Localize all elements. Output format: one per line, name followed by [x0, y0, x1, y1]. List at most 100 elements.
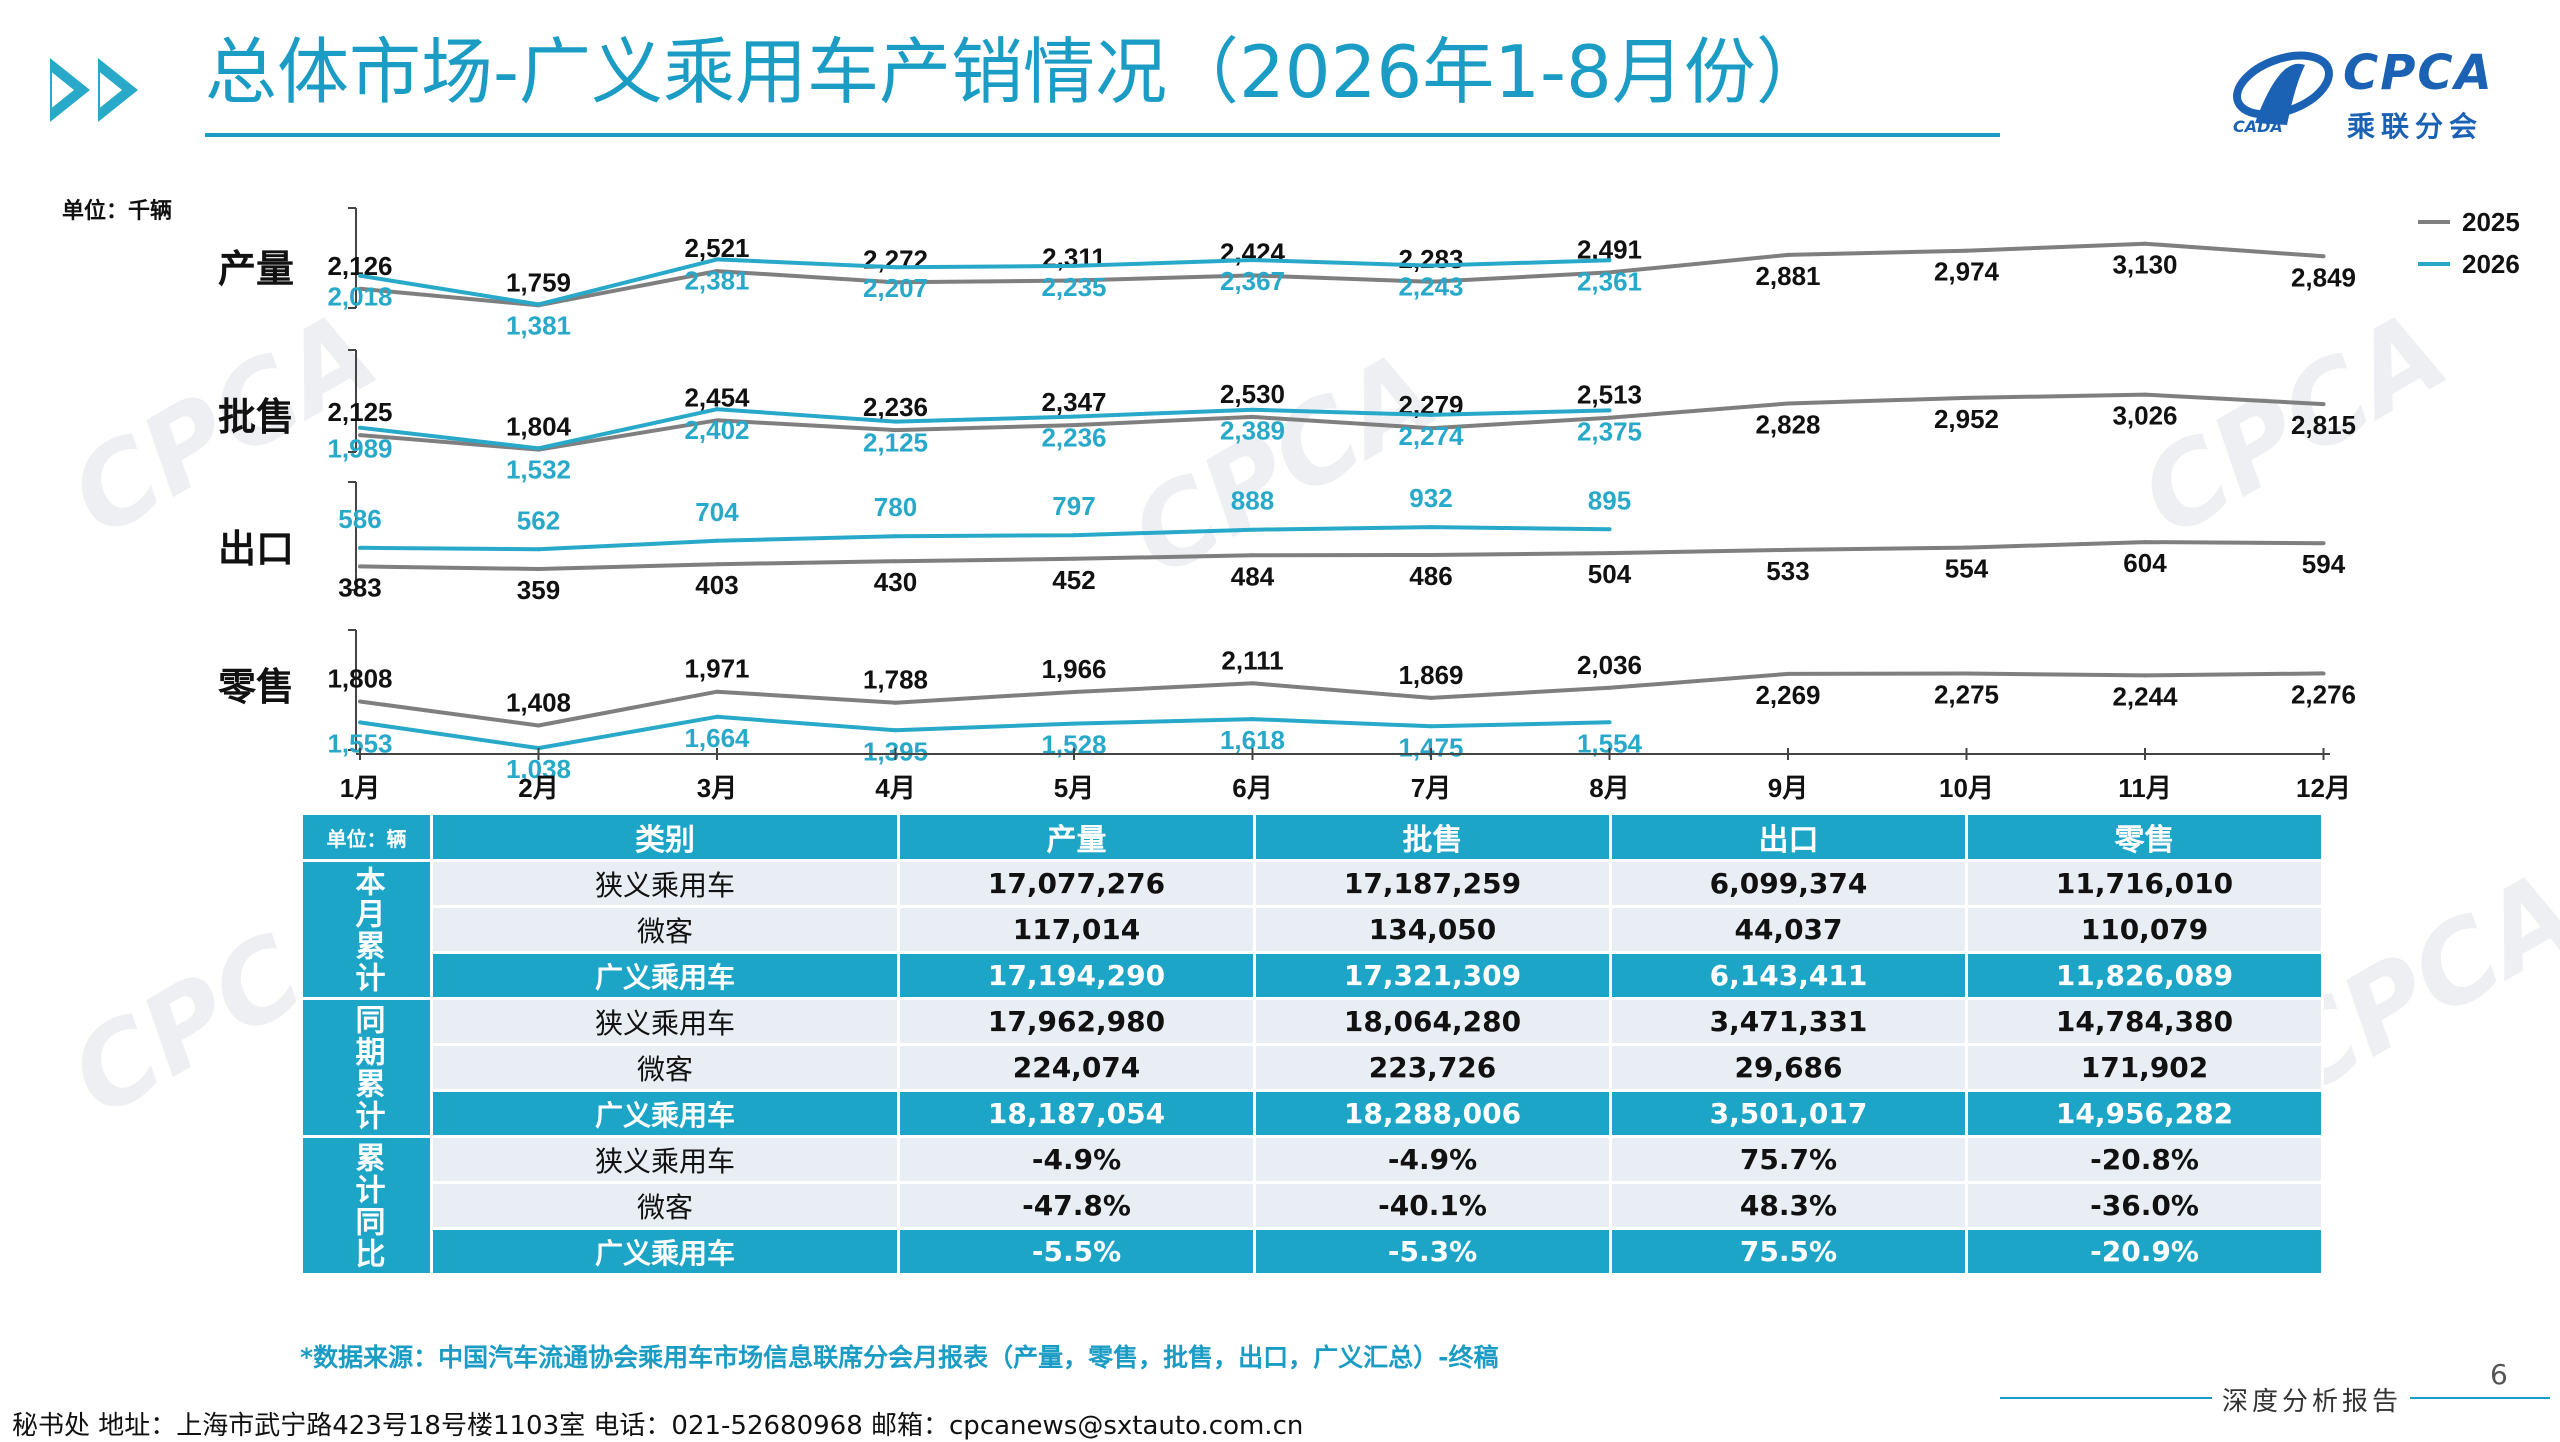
table-cell: 3,501,017 [1609, 1089, 1968, 1138]
data-point [1072, 278, 1076, 283]
page-title: 总体市场-广义乘用车产销情况（2026年1-8月份） [205, 30, 1828, 114]
x-tick-label: 10月 [1939, 773, 1994, 803]
data-point [536, 567, 541, 572]
data-point [2321, 541, 2326, 546]
table-row: 广义乘用车 17,194,290 17,321,309 6,143,411 11,826… [302, 951, 2324, 1000]
data-label: 2,849 [2291, 262, 2356, 292]
data-label: 2,828 [1755, 409, 1820, 439]
table-header: 产量 [897, 812, 1256, 862]
x-tick-label: 4月 [875, 773, 915, 803]
data-label: 2,952 [1934, 404, 1999, 434]
data-label: 1,759 [506, 267, 571, 297]
data-label: 430 [874, 567, 917, 597]
table-unit: 单位：辆 [300, 812, 433, 862]
data-label: 2,367 [1220, 266, 1285, 296]
table-cell: -4.9% [1253, 1135, 1612, 1184]
data-label: 2,244 [2112, 681, 2178, 711]
table-cell: 6,143,411 [1609, 951, 1968, 1000]
x-tick-label: 9月 [1768, 773, 1808, 803]
x-tick-label: 12月 [2296, 773, 2351, 803]
panel-label: 产量 [218, 249, 294, 291]
data-label: 486 [1409, 561, 1452, 591]
data-point [358, 545, 362, 550]
table-cell: -5.5% [897, 1227, 1256, 1276]
data-point [1250, 553, 1255, 558]
table-cell: -40.1% [1253, 1181, 1612, 1230]
data-point [893, 559, 898, 564]
data-label: 2,272 [863, 244, 928, 274]
data-point [1607, 685, 1612, 690]
series-line-2025 [359, 392, 2324, 452]
x-tick-label: 6月 [1232, 773, 1272, 803]
table-cell: 6,099,374 [1609, 859, 1968, 908]
data-label: 2,815 [2291, 410, 2356, 440]
data-point [1607, 720, 1612, 725]
data-label: 895 [1588, 485, 1631, 515]
data-point [1250, 681, 1255, 686]
data-point [1072, 423, 1076, 428]
table-cell: 117,014 [897, 905, 1256, 954]
data-point [1964, 395, 1969, 400]
data-label: 2,018 [327, 282, 392, 312]
data-label: 1,966 [1041, 654, 1106, 684]
data-point [2143, 241, 2147, 246]
data-label: 2,513 [1577, 380, 1642, 410]
data-point [1250, 407, 1255, 412]
table-category: 广义乘用车 [430, 1227, 900, 1276]
data-point [715, 407, 719, 412]
data-point [1429, 525, 1433, 530]
data-label: 704 [695, 497, 739, 527]
table-header: 出口 [1609, 812, 1968, 862]
x-tick-label: 3月 [697, 773, 737, 803]
data-label: 1,381 [506, 310, 571, 340]
table-cell: 75.7% [1609, 1135, 1968, 1184]
table-cell: 29,686 [1609, 1043, 1968, 1092]
data-table: 单位：辆 类别 产量 批售 出口 零售 本月累计 狭义乘用车 17,077,276 1… [300, 812, 2324, 1276]
data-point [2321, 671, 2326, 676]
data-label: 2,424 [1220, 237, 1286, 267]
cada-logo-icon [2233, 51, 2333, 125]
table-cell: -4.9% [897, 1135, 1256, 1184]
data-label: 2,125 [863, 428, 928, 458]
data-point [358, 273, 362, 278]
data-label: 1,869 [1398, 660, 1463, 690]
data-point [536, 547, 541, 552]
data-point [893, 728, 898, 733]
table-cell: 17,321,309 [1253, 951, 1612, 1000]
data-label: 3,130 [2112, 250, 2177, 280]
data-label: 586 [338, 504, 381, 534]
data-point [2143, 392, 2147, 397]
data-point [1607, 258, 1612, 263]
data-label: 2,275 [1934, 680, 1999, 710]
logo-mark: CADA [2233, 117, 2283, 136]
data-point [1072, 414, 1076, 419]
table-cell: 134,050 [1253, 905, 1612, 954]
table-category: 微客 [430, 905, 900, 954]
data-label: 2,361 [1577, 266, 1642, 296]
data-point [358, 720, 362, 725]
data-label: 2,243 [1398, 272, 1463, 302]
data-point [1072, 263, 1076, 268]
table-header: 批售 [1253, 812, 1612, 862]
data-label: 1,989 [327, 434, 392, 464]
table-row: 本月累计 狭义乘用车 17,077,276 17,187,259 6,099,374 11… [300, 859, 2324, 1000]
data-label: 2,111 [1221, 645, 1283, 675]
data-label: 2,236 [863, 392, 928, 422]
data-label: 2,207 [863, 273, 928, 303]
data-point [893, 280, 898, 285]
data-point [1072, 533, 1076, 538]
series-line-2025 [359, 671, 2324, 728]
data-label: 452 [1052, 565, 1095, 595]
table-category: 广义乘用车 [430, 1089, 900, 1138]
data-label: 594 [2302, 549, 2346, 579]
data-label: 2,530 [1220, 379, 1285, 409]
table-category: 微客 [430, 1043, 900, 1092]
data-label: 780 [874, 492, 917, 522]
data-label: 2,347 [1041, 387, 1106, 417]
data-label: 2,881 [1755, 261, 1820, 291]
data-point [715, 714, 719, 719]
footer-contact: 秘书处 地址：上海市武宁路423号18号楼1103室 电话：021-526809… [12, 1411, 1304, 1441]
data-label: 2,235 [1041, 272, 1106, 302]
x-tick-label: 8月 [1589, 773, 1629, 803]
table-cell: 3,471,331 [1609, 997, 1968, 1046]
